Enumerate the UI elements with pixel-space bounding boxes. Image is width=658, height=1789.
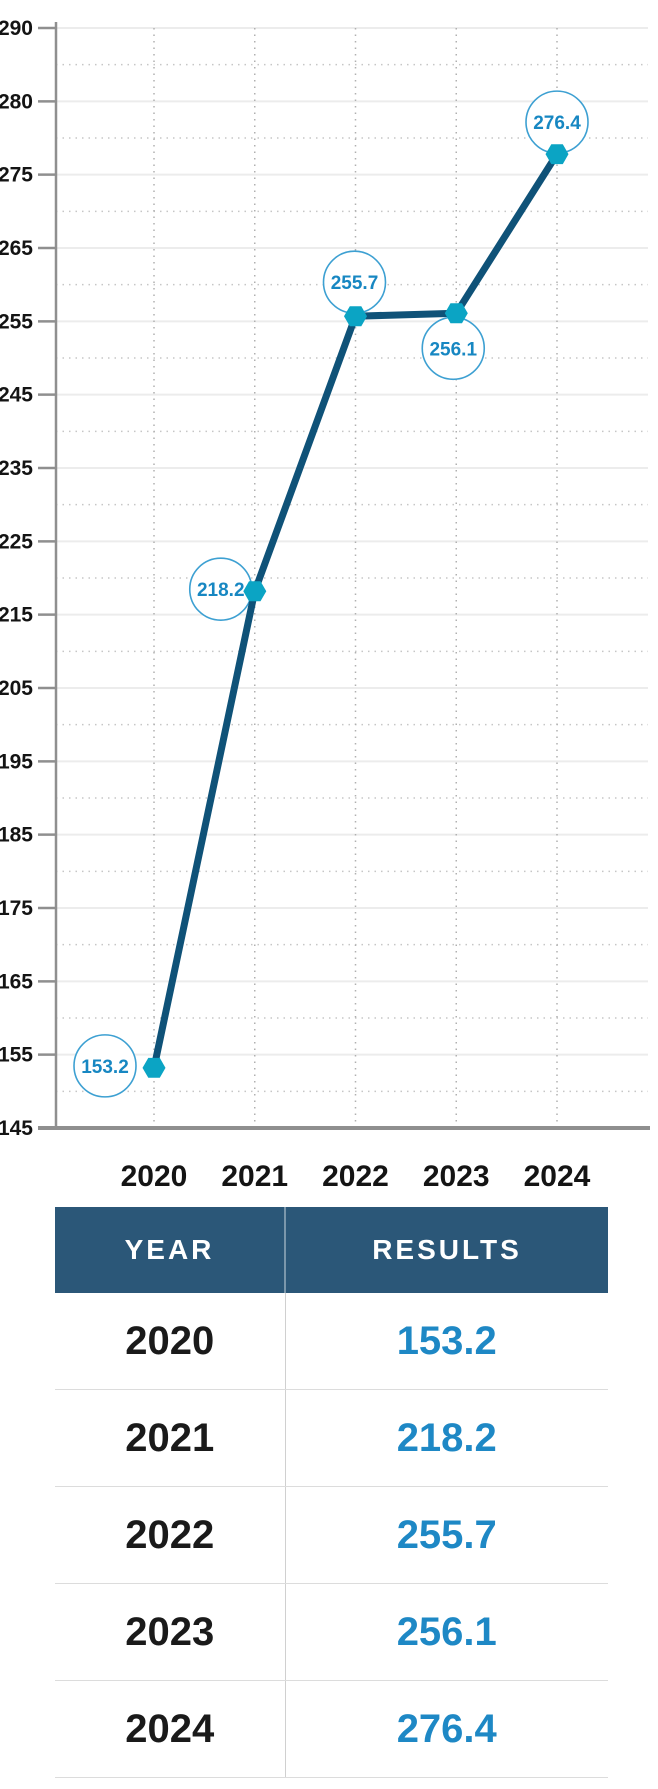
table-row: 2024 276.4	[55, 1680, 608, 1778]
y-tick-label: 280	[0, 90, 33, 113]
table-header-row: YEAR RESULTS	[55, 1207, 608, 1293]
y-tick-label: 265	[0, 237, 33, 260]
result-cell: 218.2	[285, 1389, 608, 1487]
y-tick-label: 185	[0, 824, 33, 847]
y-tick-label: 245	[0, 384, 33, 407]
result-cell: 153.2	[285, 1293, 608, 1390]
y-tick-label: 290	[0, 17, 33, 40]
data-point-marker	[545, 144, 569, 165]
result-cell: 256.1	[285, 1583, 608, 1681]
year-cell: 2024	[55, 1680, 286, 1778]
y-tick-label: 145	[0, 1117, 33, 1140]
y-tick-label: 165	[0, 970, 33, 993]
x-axis-label: 2022	[322, 1160, 389, 1193]
result-cell: 276.4	[285, 1680, 608, 1778]
y-tick-label: 175	[0, 897, 33, 920]
data-point-marker	[444, 303, 468, 324]
y-tick-label: 195	[0, 750, 33, 773]
table-row: 2020 153.2	[55, 1293, 608, 1390]
x-axis-label: 2021	[221, 1160, 288, 1193]
column-header-year: YEAR	[55, 1207, 286, 1293]
results-line-chart: 290 280 275 265 255 245 235 225 215 205 195 185 175 1…	[0, 17, 650, 1193]
y-tick-label: 275	[0, 164, 33, 187]
y-tick-label: 255	[0, 310, 33, 333]
x-axis-label: 2024	[524, 1160, 591, 1193]
point-label: 256.1	[429, 339, 477, 360]
year-cell: 2021	[55, 1389, 286, 1487]
result-cell: 255.7	[285, 1486, 608, 1584]
x-axis-label: 2023	[423, 1160, 490, 1193]
data-point-marker	[344, 306, 367, 327]
table-row: 2021 218.2	[55, 1389, 608, 1487]
point-label-bubble	[73, 1034, 137, 1098]
column-header-results: RESULTS	[285, 1207, 608, 1293]
y-tick-label: 225	[0, 530, 33, 553]
year-cell: 2020	[55, 1293, 286, 1390]
x-axis-label: 2020	[121, 1160, 188, 1193]
table-row: 2023 256.1	[55, 1583, 608, 1681]
table-header: YEAR RESULTS	[55, 1207, 608, 1293]
data-point-marker	[243, 581, 267, 602]
table-row: 2022 255.7	[55, 1486, 608, 1584]
year-cell: 2022	[55, 1486, 286, 1584]
point-label: 218.2	[197, 580, 245, 601]
data-point-marker	[142, 1057, 166, 1078]
year-cell: 2023	[55, 1583, 286, 1681]
y-tick-label: 155	[0, 1044, 33, 1067]
y-tick-label: 235	[0, 457, 33, 480]
point-label: 276.4	[533, 113, 581, 134]
y-tick-label: 205	[0, 677, 33, 700]
y-tick-label: 215	[0, 604, 33, 627]
point-label: 153.2	[81, 1057, 129, 1078]
results-table: YEAR RESULTS 2020 153.2 2021 218.2 2022 255.7…	[55, 1207, 608, 1778]
point-label: 255.7	[331, 273, 379, 294]
table-body: 2020 153.2 2021 218.2 2022 255.7 2023 256.1 2024…	[55, 1293, 608, 1778]
